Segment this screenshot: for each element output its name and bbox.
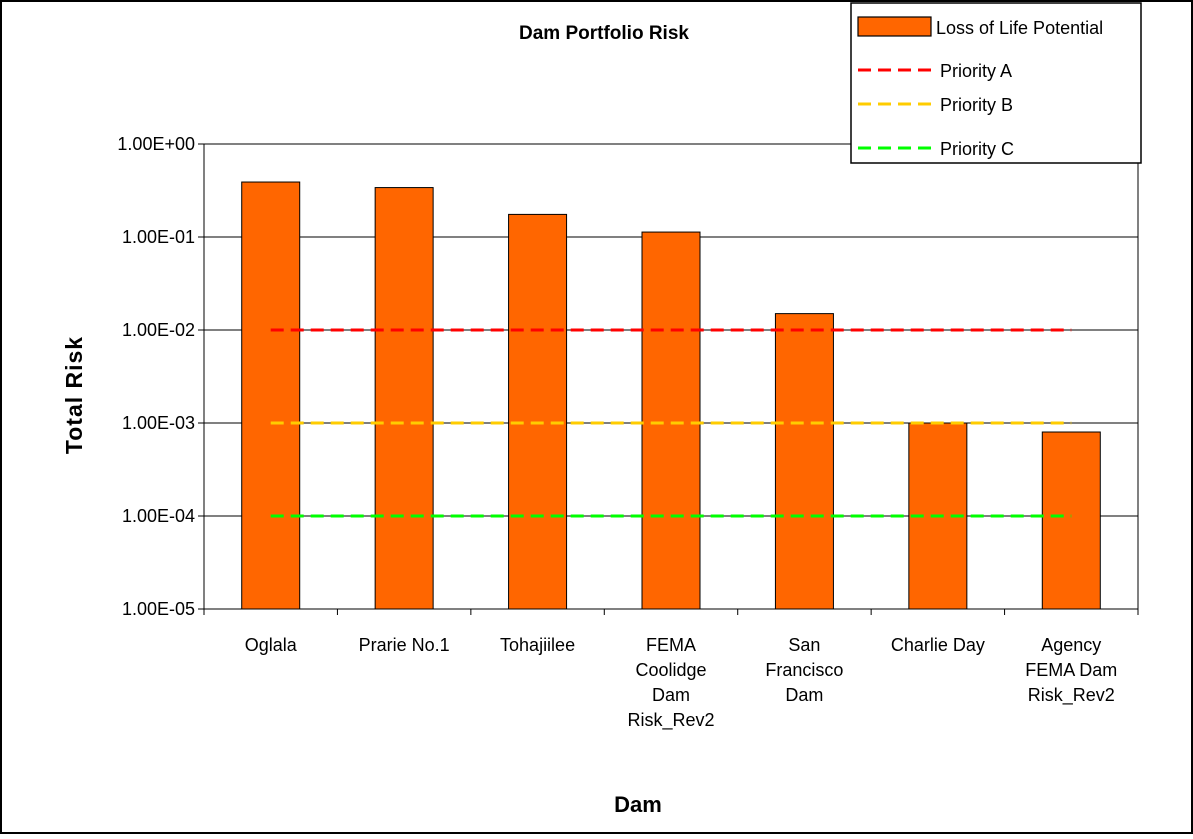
x-tick-label-line: Risk_Rev2 xyxy=(1028,685,1115,706)
bar-loss-of-life xyxy=(774,313,834,610)
legend-label-loss-of-life: Loss of Life Potential xyxy=(936,18,1103,38)
priority-lines xyxy=(270,328,1072,518)
x-tick-label: Agency FEMA Dam Risk_Rev2 xyxy=(1025,635,1117,706)
x-tick-label: Tohajiilee xyxy=(500,635,575,655)
x-axis-title: Dam xyxy=(614,792,662,817)
x-tick-label-line: Tohajiilee xyxy=(500,635,575,655)
x-tick-label-line: Francisco xyxy=(765,660,843,680)
x-tick-label: Charlie Day xyxy=(891,635,985,655)
bar-loss-of-life xyxy=(241,181,301,610)
bars xyxy=(241,181,1101,610)
x-tick-label-line: Dam xyxy=(652,685,690,705)
x-tick-label: FEMA Coolidge Dam Risk_Rev2 xyxy=(627,635,714,731)
y-tick-label: 1.00E-05 xyxy=(122,599,195,619)
y-tick-label: 1.00E+00 xyxy=(117,134,195,154)
y-axis-title: Total Risk xyxy=(61,336,87,454)
y-tick-label: 1.00E-01 xyxy=(122,227,195,247)
x-tick-label: Oglala xyxy=(245,635,298,655)
legend-label-priority-c: Priority C xyxy=(940,139,1014,159)
x-tick-label-line: Risk_Rev2 xyxy=(627,710,714,731)
x-tick-label-line: FEMA xyxy=(646,635,696,655)
legend-swatch-bar xyxy=(857,16,932,37)
y-tick-label: 1.00E-03 xyxy=(122,413,195,433)
x-tick-label-line: Coolidge xyxy=(635,660,706,680)
x-tick-label-line: Dam xyxy=(785,685,823,705)
legend: Loss of Life Potential Priority A Priori… xyxy=(850,2,1142,164)
legend-label-priority-a: Priority A xyxy=(940,61,1012,81)
y-tick-label: 1.00E-02 xyxy=(122,320,195,340)
x-tick-label: Prarie No.1 xyxy=(359,635,450,655)
bar-loss-of-life xyxy=(374,187,434,610)
bar-loss-of-life xyxy=(1041,431,1101,610)
bar-loss-of-life xyxy=(641,231,701,610)
chart-title: Dam Portfolio Risk xyxy=(519,23,689,44)
bar-loss-of-life xyxy=(508,213,568,610)
x-tick-label-line: Charlie Day xyxy=(891,635,985,655)
x-axis-ticks: Oglala Prarie No.1 Tohajiilee FEMA Coolidge D… xyxy=(203,609,1139,731)
x-tick-label-line: FEMA Dam xyxy=(1025,660,1117,680)
x-tick-label: San Francisco Dam xyxy=(765,635,843,705)
x-tick-label-line: Oglala xyxy=(245,635,298,655)
y-tick-label: 1.00E-04 xyxy=(122,506,195,526)
x-tick-label-line: Agency xyxy=(1041,635,1101,655)
legend-label-priority-b: Priority B xyxy=(940,95,1013,115)
x-tick-label-line: Prarie No.1 xyxy=(359,635,450,655)
x-tick-label-line: San xyxy=(788,635,820,655)
y-axis-ticks: 1.00E+00 1.00E-01 1.00E-02 1.00E-03 1.00E-04… xyxy=(117,134,204,619)
